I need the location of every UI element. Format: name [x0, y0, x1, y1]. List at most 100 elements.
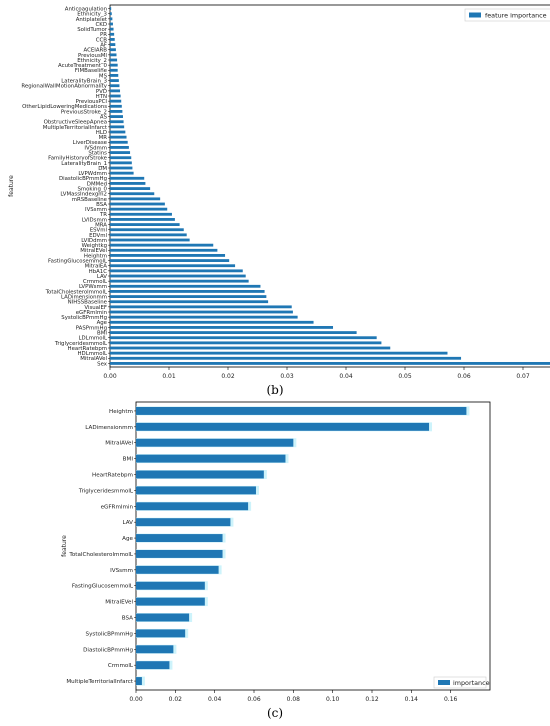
bar [110, 79, 119, 82]
y-tick-label: ESVml [90, 228, 107, 234]
bar [110, 223, 180, 226]
y-tick-label: BSA [96, 202, 107, 208]
bar [110, 38, 115, 41]
chart-c-x-ticks: 0.00 0.02 0.04 0.06 0.08 0.10 0.12 0.14 0.16 [129, 690, 458, 703]
x-tick-label: 0.07 [516, 373, 530, 380]
y-tick-label: CCB [96, 37, 108, 43]
y-tick-label: LADimensionmm [61, 294, 107, 300]
bar [110, 315, 298, 319]
chart-b-legend-label: feature importance [485, 12, 547, 20]
bar [110, 17, 113, 21]
y-tick-label: TotalCholesterolmmolL [68, 552, 134, 558]
y-tick-label: AcuteTreatment_0 [58, 63, 108, 69]
bar [136, 422, 430, 431]
bar [136, 549, 223, 558]
bar [110, 58, 118, 62]
y-tick-label: MultipleTerritorialInfarct [43, 125, 107, 131]
y-tick-label: HeartRatebpm [92, 473, 133, 479]
y-tick-label: FIMBaseline [75, 68, 108, 74]
y-tick-label: FamilyHistoryofStroke [48, 156, 108, 162]
y-tick-label: MitralEVel [105, 600, 133, 606]
chart-b-x-ticks: 0.000.010.020.030.040.050.060.070.08 [103, 367, 530, 380]
chart-b-y-axis-label: feature [8, 175, 15, 197]
chart-c-y-tick-labels: Heightm LADimensionmm MitralAVel BMI HeartRa… [66, 409, 136, 685]
bar [110, 130, 126, 134]
bar [136, 565, 219, 574]
bar [110, 192, 155, 196]
bar [110, 7, 112, 10]
y-tick-label: VisualEF [84, 305, 107, 311]
y-tick-label: eGFRmlmin [76, 310, 107, 316]
bar [136, 406, 467, 415]
bar [136, 518, 231, 527]
y-tick-label: Heightm [109, 409, 133, 415]
x-tick-label: 0.10 [326, 696, 340, 703]
y-tick-label: Antiplatelet [76, 17, 107, 23]
x-tick-label: 0.03 [280, 373, 294, 380]
chart-b-legend-swatch [469, 12, 481, 18]
bar [136, 470, 264, 479]
y-tick-label: PreviousMI [78, 53, 107, 59]
bar [110, 331, 357, 334]
y-tick-label: PVD [96, 89, 107, 95]
bar [110, 12, 112, 16]
y-tick-label: EDVml [89, 233, 107, 239]
y-tick-label: MRA [95, 222, 107, 228]
bar [136, 613, 190, 622]
bar [110, 115, 123, 118]
y-tick-label: TR [99, 212, 107, 218]
bar [136, 645, 174, 654]
bar [110, 104, 122, 108]
y-tick-label: Age [97, 320, 108, 326]
y-tick-label: SystolicBPmmHg [86, 631, 134, 637]
bar [110, 171, 134, 175]
y-tick-label: LiverDisease [73, 140, 108, 146]
chart-b-bars [110, 7, 550, 365]
bar [110, 197, 161, 201]
y-tick-label: ObstructiveSleepApnea [44, 120, 107, 126]
y-tick-label: SystolicBPmmHg [61, 315, 107, 321]
bar [110, 63, 118, 67]
y-tick-label: RegionalWallMotionAbnormality [21, 84, 107, 90]
y-tick-label: LVPWsmm [79, 284, 107, 290]
y-tick-label: MR [99, 135, 108, 141]
y-tick-label: Anticoagulation [65, 6, 107, 12]
bar [136, 629, 186, 638]
x-tick-label: 0.04 [339, 373, 353, 380]
y-tick-label: HDLmmolL [77, 351, 107, 357]
bar [110, 238, 190, 242]
bar [110, 351, 448, 355]
y-tick-label: AF [100, 42, 107, 48]
y-tick-label: Weightkg [82, 243, 107, 249]
bar [110, 362, 550, 365]
bar [110, 125, 125, 129]
y-tick-label: Age [122, 536, 133, 542]
bar [110, 356, 462, 360]
bar [136, 581, 205, 590]
y-tick-label: DM [98, 166, 107, 172]
y-tick-label: ACEIARB [84, 48, 108, 54]
y-tick-label: Smoking_0 [77, 186, 107, 192]
chart-b-y-tick-labels: AnticoagulationEthnicity_3AntiplateletCK… [21, 6, 110, 367]
bar [110, 336, 377, 340]
bar [110, 110, 123, 113]
y-tick-label: mRSBaseline [72, 197, 108, 203]
bar [110, 264, 236, 268]
chart-c-y-axis-label: feature [61, 535, 68, 557]
bar [110, 176, 145, 180]
y-tick-label: FastingGlucosemmolL [72, 584, 134, 590]
bar [110, 48, 116, 52]
y-tick-label: BMI [97, 330, 107, 336]
chart-c-caption: (c) [267, 706, 283, 720]
x-tick-label: 0.02 [169, 696, 183, 703]
x-tick-label: 0.02 [221, 373, 235, 380]
y-tick-label: Statins [88, 150, 107, 156]
chart-b-caption: (b) [266, 383, 283, 397]
x-tick-label: 0.08 [287, 696, 301, 703]
bar [110, 161, 132, 165]
bar [110, 74, 119, 77]
y-tick-label: LVIDdmm [81, 238, 107, 244]
bar [110, 146, 129, 149]
y-tick-label: OtherLipidLoweringMedications [22, 104, 107, 110]
bar [110, 346, 391, 350]
